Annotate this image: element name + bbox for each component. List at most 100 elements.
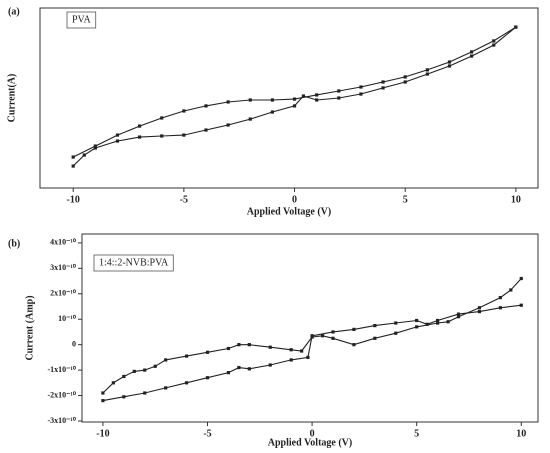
- curve: [72, 26, 517, 167]
- point: [425, 72, 429, 76]
- point: [470, 50, 474, 54]
- point: [132, 369, 136, 373]
- point: [122, 374, 126, 379]
- point: [435, 318, 440, 323]
- point: [492, 39, 496, 43]
- y-tick-label: 10⁻¹⁰: [58, 314, 77, 323]
- point: [101, 399, 105, 403]
- point: [456, 315, 461, 319]
- point: [237, 343, 241, 347]
- x-tick-label: 10: [516, 428, 526, 439]
- point: [71, 164, 75, 168]
- point: [143, 391, 147, 395]
- point: [492, 43, 496, 47]
- x-tick-label: -10: [67, 194, 80, 205]
- point: [456, 312, 461, 316]
- point: [122, 395, 126, 399]
- y-tick-label: 2x10⁻¹⁰: [50, 289, 77, 298]
- y-axis-label: Current(A): [6, 74, 17, 123]
- point: [373, 323, 377, 328]
- point: [415, 318, 419, 323]
- point: [337, 89, 341, 93]
- annotation: PVA: [72, 14, 91, 25]
- point: [446, 320, 450, 324]
- point: [425, 322, 429, 326]
- x-tick-label: 0: [292, 194, 297, 205]
- point: [164, 358, 168, 362]
- point: [447, 64, 452, 68]
- point: [373, 336, 377, 340]
- point: [270, 98, 274, 102]
- point: [331, 336, 335, 340]
- point: [301, 94, 305, 98]
- point: [394, 331, 398, 335]
- point: [115, 133, 120, 137]
- point: [160, 116, 164, 120]
- point: [289, 358, 293, 362]
- point: [182, 109, 186, 113]
- point: [519, 276, 523, 281]
- point: [435, 321, 440, 325]
- x-axis-label: Applied Voltage (V): [268, 437, 352, 448]
- x-tick-label: 5: [403, 194, 408, 205]
- x-tick-label: 10: [511, 194, 521, 205]
- annotation-box: [66, 11, 97, 29]
- x-tick-label: -10: [96, 428, 109, 439]
- point: [268, 363, 272, 367]
- point: [138, 124, 142, 128]
- x-tick-label: 5: [414, 428, 419, 439]
- point: [143, 368, 147, 372]
- x-axis-label: Applied Voltage (V): [247, 206, 331, 217]
- point: [248, 98, 252, 102]
- point: [182, 133, 186, 137]
- x-tick-label: -5: [203, 428, 211, 439]
- point: [226, 100, 230, 104]
- point: [352, 343, 356, 347]
- point: [115, 139, 120, 143]
- point: [292, 104, 297, 108]
- point: [403, 80, 407, 84]
- point: [310, 334, 314, 338]
- point: [82, 153, 86, 157]
- point: [498, 306, 502, 310]
- point: [93, 144, 97, 148]
- annotation: 1:4::2-NVB:PVA: [99, 257, 169, 268]
- point: [138, 135, 142, 139]
- point: [184, 381, 189, 385]
- point: [315, 93, 319, 97]
- point: [514, 25, 518, 29]
- point: [498, 295, 502, 300]
- point: [205, 350, 210, 354]
- point: [331, 330, 335, 334]
- annotation-box: [93, 254, 174, 272]
- x-tick-label: -5: [180, 194, 188, 205]
- point: [381, 80, 385, 84]
- point: [415, 325, 419, 329]
- point: [315, 98, 319, 102]
- point: [205, 376, 210, 380]
- point: [477, 306, 482, 310]
- point: [160, 134, 164, 138]
- point: [509, 288, 513, 292]
- point: [111, 381, 115, 385]
- y-tick-label: 3x10⁻¹⁰: [50, 263, 77, 272]
- point: [226, 123, 230, 127]
- point: [184, 354, 189, 358]
- point: [247, 367, 251, 371]
- panel-label: (b): [8, 238, 20, 249]
- point: [292, 97, 297, 101]
- point: [447, 60, 452, 64]
- point: [164, 386, 168, 390]
- point: [204, 104, 208, 108]
- point: [320, 334, 325, 338]
- point: [247, 343, 251, 347]
- y-tick-label: -3x10⁻¹⁰: [48, 416, 77, 425]
- point: [477, 309, 482, 314]
- point: [300, 349, 304, 353]
- point: [153, 364, 157, 368]
- x-tick-label: 0: [310, 428, 315, 439]
- y-tick-label: -1x10⁻¹⁰: [48, 365, 77, 374]
- point: [101, 391, 105, 395]
- plot-frame: [81, 233, 539, 423]
